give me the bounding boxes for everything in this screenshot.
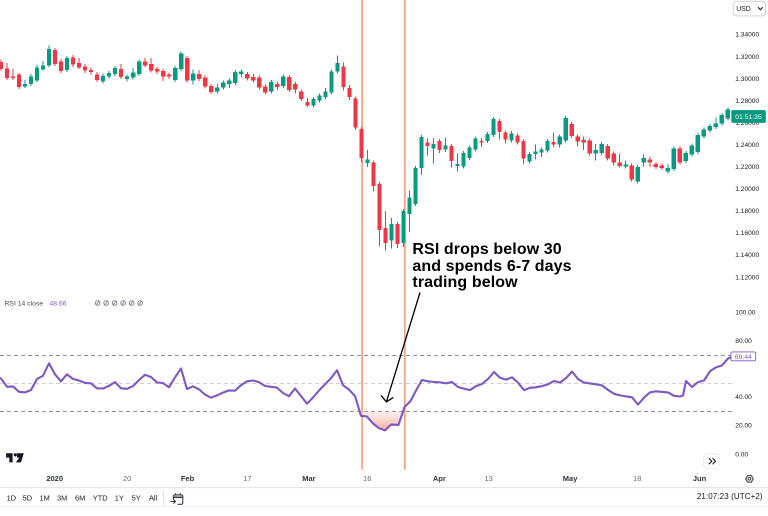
svg-text:trading below: trading below	[412, 274, 518, 291]
svg-text:20: 20	[123, 474, 131, 483]
svg-text:All: All	[149, 494, 158, 503]
svg-text:1.20000: 1.20000	[735, 186, 759, 193]
svg-text:1.28000: 1.28000	[735, 98, 759, 105]
svg-text:1.14000: 1.14000	[735, 252, 759, 259]
svg-text:6M: 6M	[75, 494, 85, 503]
svg-text:YTD: YTD	[93, 494, 108, 503]
svg-text:20.00: 20.00	[735, 423, 752, 430]
svg-text:69.44: 69.44	[735, 354, 752, 361]
svg-text:1.12000: 1.12000	[735, 274, 759, 281]
svg-text:3M: 3M	[57, 494, 67, 503]
svg-text:1.26000: 1.26000	[735, 120, 759, 127]
svg-text:RSI drops below 30: RSI drops below 30	[412, 241, 561, 258]
svg-text:13: 13	[484, 474, 492, 483]
svg-text:18: 18	[633, 474, 641, 483]
svg-text:5D: 5D	[23, 494, 32, 503]
svg-text:1.30000: 1.30000	[735, 76, 759, 83]
svg-text:21:07:23 (UTC+2): 21:07:23 (UTC+2)	[697, 492, 763, 501]
svg-text:48.66: 48.66	[50, 301, 67, 308]
svg-text:May: May	[563, 474, 578, 483]
svg-text:Jun: Jun	[693, 474, 707, 483]
svg-text:80.00: 80.00	[735, 338, 752, 345]
svg-text:01:51:35: 01:51:35	[735, 114, 762, 121]
svg-text:1.24000: 1.24000	[735, 142, 759, 149]
svg-text:and spends 6-7 days: and spends 6-7 days	[412, 258, 571, 275]
svg-text:1.34000: 1.34000	[735, 32, 759, 39]
svg-text:1.32000: 1.32000	[735, 54, 759, 61]
svg-text:0.00: 0.00	[735, 451, 748, 458]
svg-text:1M: 1M	[39, 494, 49, 503]
svg-text:Mar: Mar	[302, 474, 315, 483]
svg-text:16: 16	[363, 474, 371, 483]
svg-text:1Y: 1Y	[115, 494, 124, 503]
svg-text:RSI 14 close: RSI 14 close	[5, 301, 44, 308]
svg-text:Feb: Feb	[181, 474, 195, 483]
svg-text:1.16000: 1.16000	[735, 230, 759, 237]
svg-text:17: 17	[243, 474, 251, 483]
svg-text:5Y: 5Y	[132, 494, 141, 503]
svg-text:40.00: 40.00	[735, 394, 752, 401]
svg-text:2020: 2020	[46, 474, 63, 483]
svg-text:1.22000: 1.22000	[735, 164, 759, 171]
svg-text:Apr: Apr	[433, 474, 446, 483]
svg-text:USD: USD	[736, 6, 751, 13]
svg-text:1D: 1D	[7, 494, 16, 503]
svg-text:1.18000: 1.18000	[735, 208, 759, 215]
svg-text:100.00: 100.00	[735, 310, 756, 317]
